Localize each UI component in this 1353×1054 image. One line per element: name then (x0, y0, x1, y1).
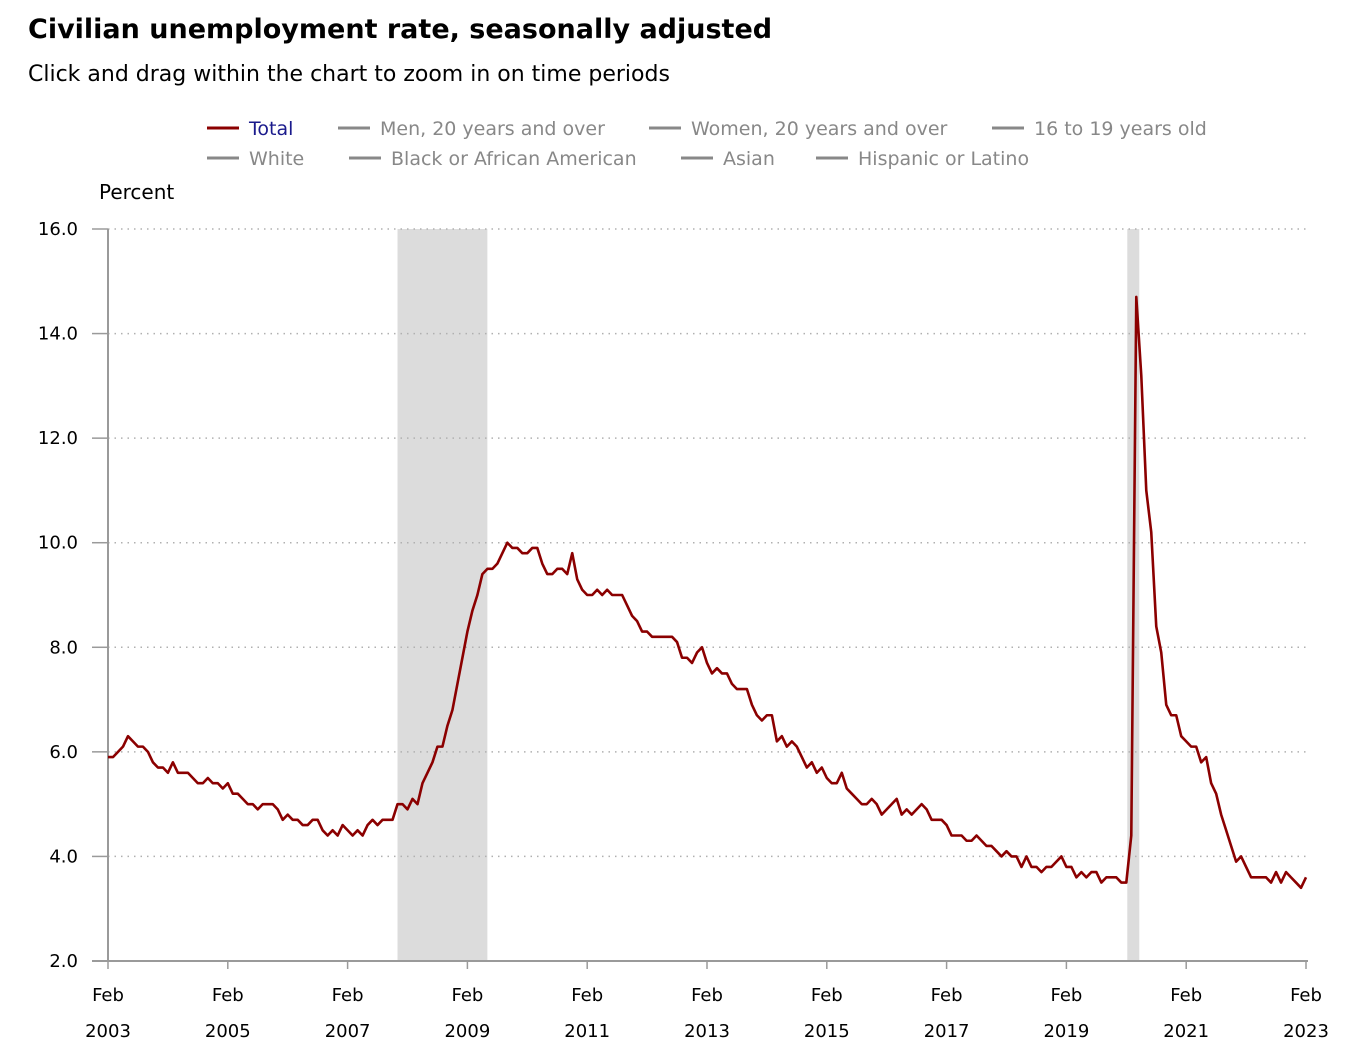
gridlines (108, 228, 1306, 858)
legend-item-white[interactable]: White (207, 148, 304, 170)
y-ticks: 16.0 14.0 12.0 10.0 8.0 6.0 4.0 2.0 (38, 219, 108, 972)
legend-label: Asian (723, 148, 775, 170)
y-tick-label: 16.0 (38, 219, 78, 240)
chart-subtitle: Click and drag within the chart to zoom … (28, 62, 670, 87)
legend-label: Men, 20 years and over (380, 118, 605, 140)
x-tick-month: Feb (571, 985, 603, 1006)
legend: Total Men, 20 years and over Women, 20 yea… (207, 118, 1207, 170)
y-axis-label: Percent (99, 180, 174, 204)
legend-label: Black or African American (391, 148, 637, 170)
x-tick-year: 2021 (1163, 1021, 1209, 1042)
x-tick-year: 2003 (85, 1021, 131, 1042)
x-tick-month: Feb (931, 985, 963, 1006)
recession-band (397, 229, 488, 961)
x-tick-month: Feb (691, 985, 723, 1006)
y-tick-label: 12.0 (38, 428, 78, 449)
y-tick-label: 4.0 (49, 846, 78, 867)
x-tick-month: Feb (92, 985, 124, 1006)
legend-item-black-or-african-american[interactable]: Black or African American (349, 148, 637, 170)
chart-title: Civilian unemployment rate, seasonally a… (28, 14, 773, 45)
legend-item-women-20-years-and-over[interactable]: Women, 20 years and over (649, 118, 948, 140)
y-tick-label: 14.0 (38, 324, 78, 345)
x-tick-month: Feb (451, 985, 483, 1006)
legend-item-total[interactable]: Total (207, 118, 293, 140)
legend-item-16-to-19-years-old[interactable]: 16 to 19 years old (992, 118, 1207, 140)
legend-label: Hispanic or Latino (858, 148, 1029, 170)
x-tick-year: 2023 (1283, 1021, 1329, 1042)
x-tick-year: 2013 (684, 1021, 730, 1042)
legend-item-men-20-years-and-over[interactable]: Men, 20 years and over (338, 118, 605, 140)
y-tick-label: 10.0 (38, 533, 78, 554)
y-tick-label: 8.0 (49, 637, 78, 658)
x-tick-month: Feb (1050, 985, 1082, 1006)
x-tick-year: 2005 (205, 1021, 251, 1042)
x-tick-year: 2017 (924, 1021, 970, 1042)
x-tick-year: 2007 (325, 1021, 371, 1042)
x-tick-month: Feb (811, 985, 843, 1006)
x-tick-month: Feb (212, 985, 244, 1006)
series-line-total[interactable] (108, 295, 1308, 890)
axes (92, 229, 1308, 962)
y-tick-label: 6.0 (49, 742, 78, 763)
x-tick-month: Feb (1170, 985, 1202, 1006)
x-tick-year: 2019 (1043, 1021, 1089, 1042)
legend-label: 16 to 19 years old (1034, 118, 1207, 140)
x-ticks: Feb 2003 Feb 2005 Feb 2007 Feb 2009 Feb 2011 Feb 20… (85, 961, 1329, 1042)
legend-label: White (249, 148, 304, 170)
legend-label: Women, 20 years and over (691, 118, 948, 140)
x-tick-year: 2011 (564, 1021, 610, 1042)
y-tick-label: 2.0 (49, 951, 78, 972)
legend-label: Total (248, 118, 293, 140)
x-tick-year: 2015 (804, 1021, 850, 1042)
x-tick-month: Feb (332, 985, 364, 1006)
series-layer[interactable] (108, 295, 1308, 890)
legend-item-asian[interactable]: Asian (681, 148, 775, 170)
x-tick-year: 2009 (444, 1021, 490, 1042)
x-tick-month: Feb (1290, 985, 1322, 1006)
legend-item-hispanic-or-latino[interactable]: Hispanic or Latino (816, 148, 1029, 170)
recession-bands (397, 229, 1140, 961)
